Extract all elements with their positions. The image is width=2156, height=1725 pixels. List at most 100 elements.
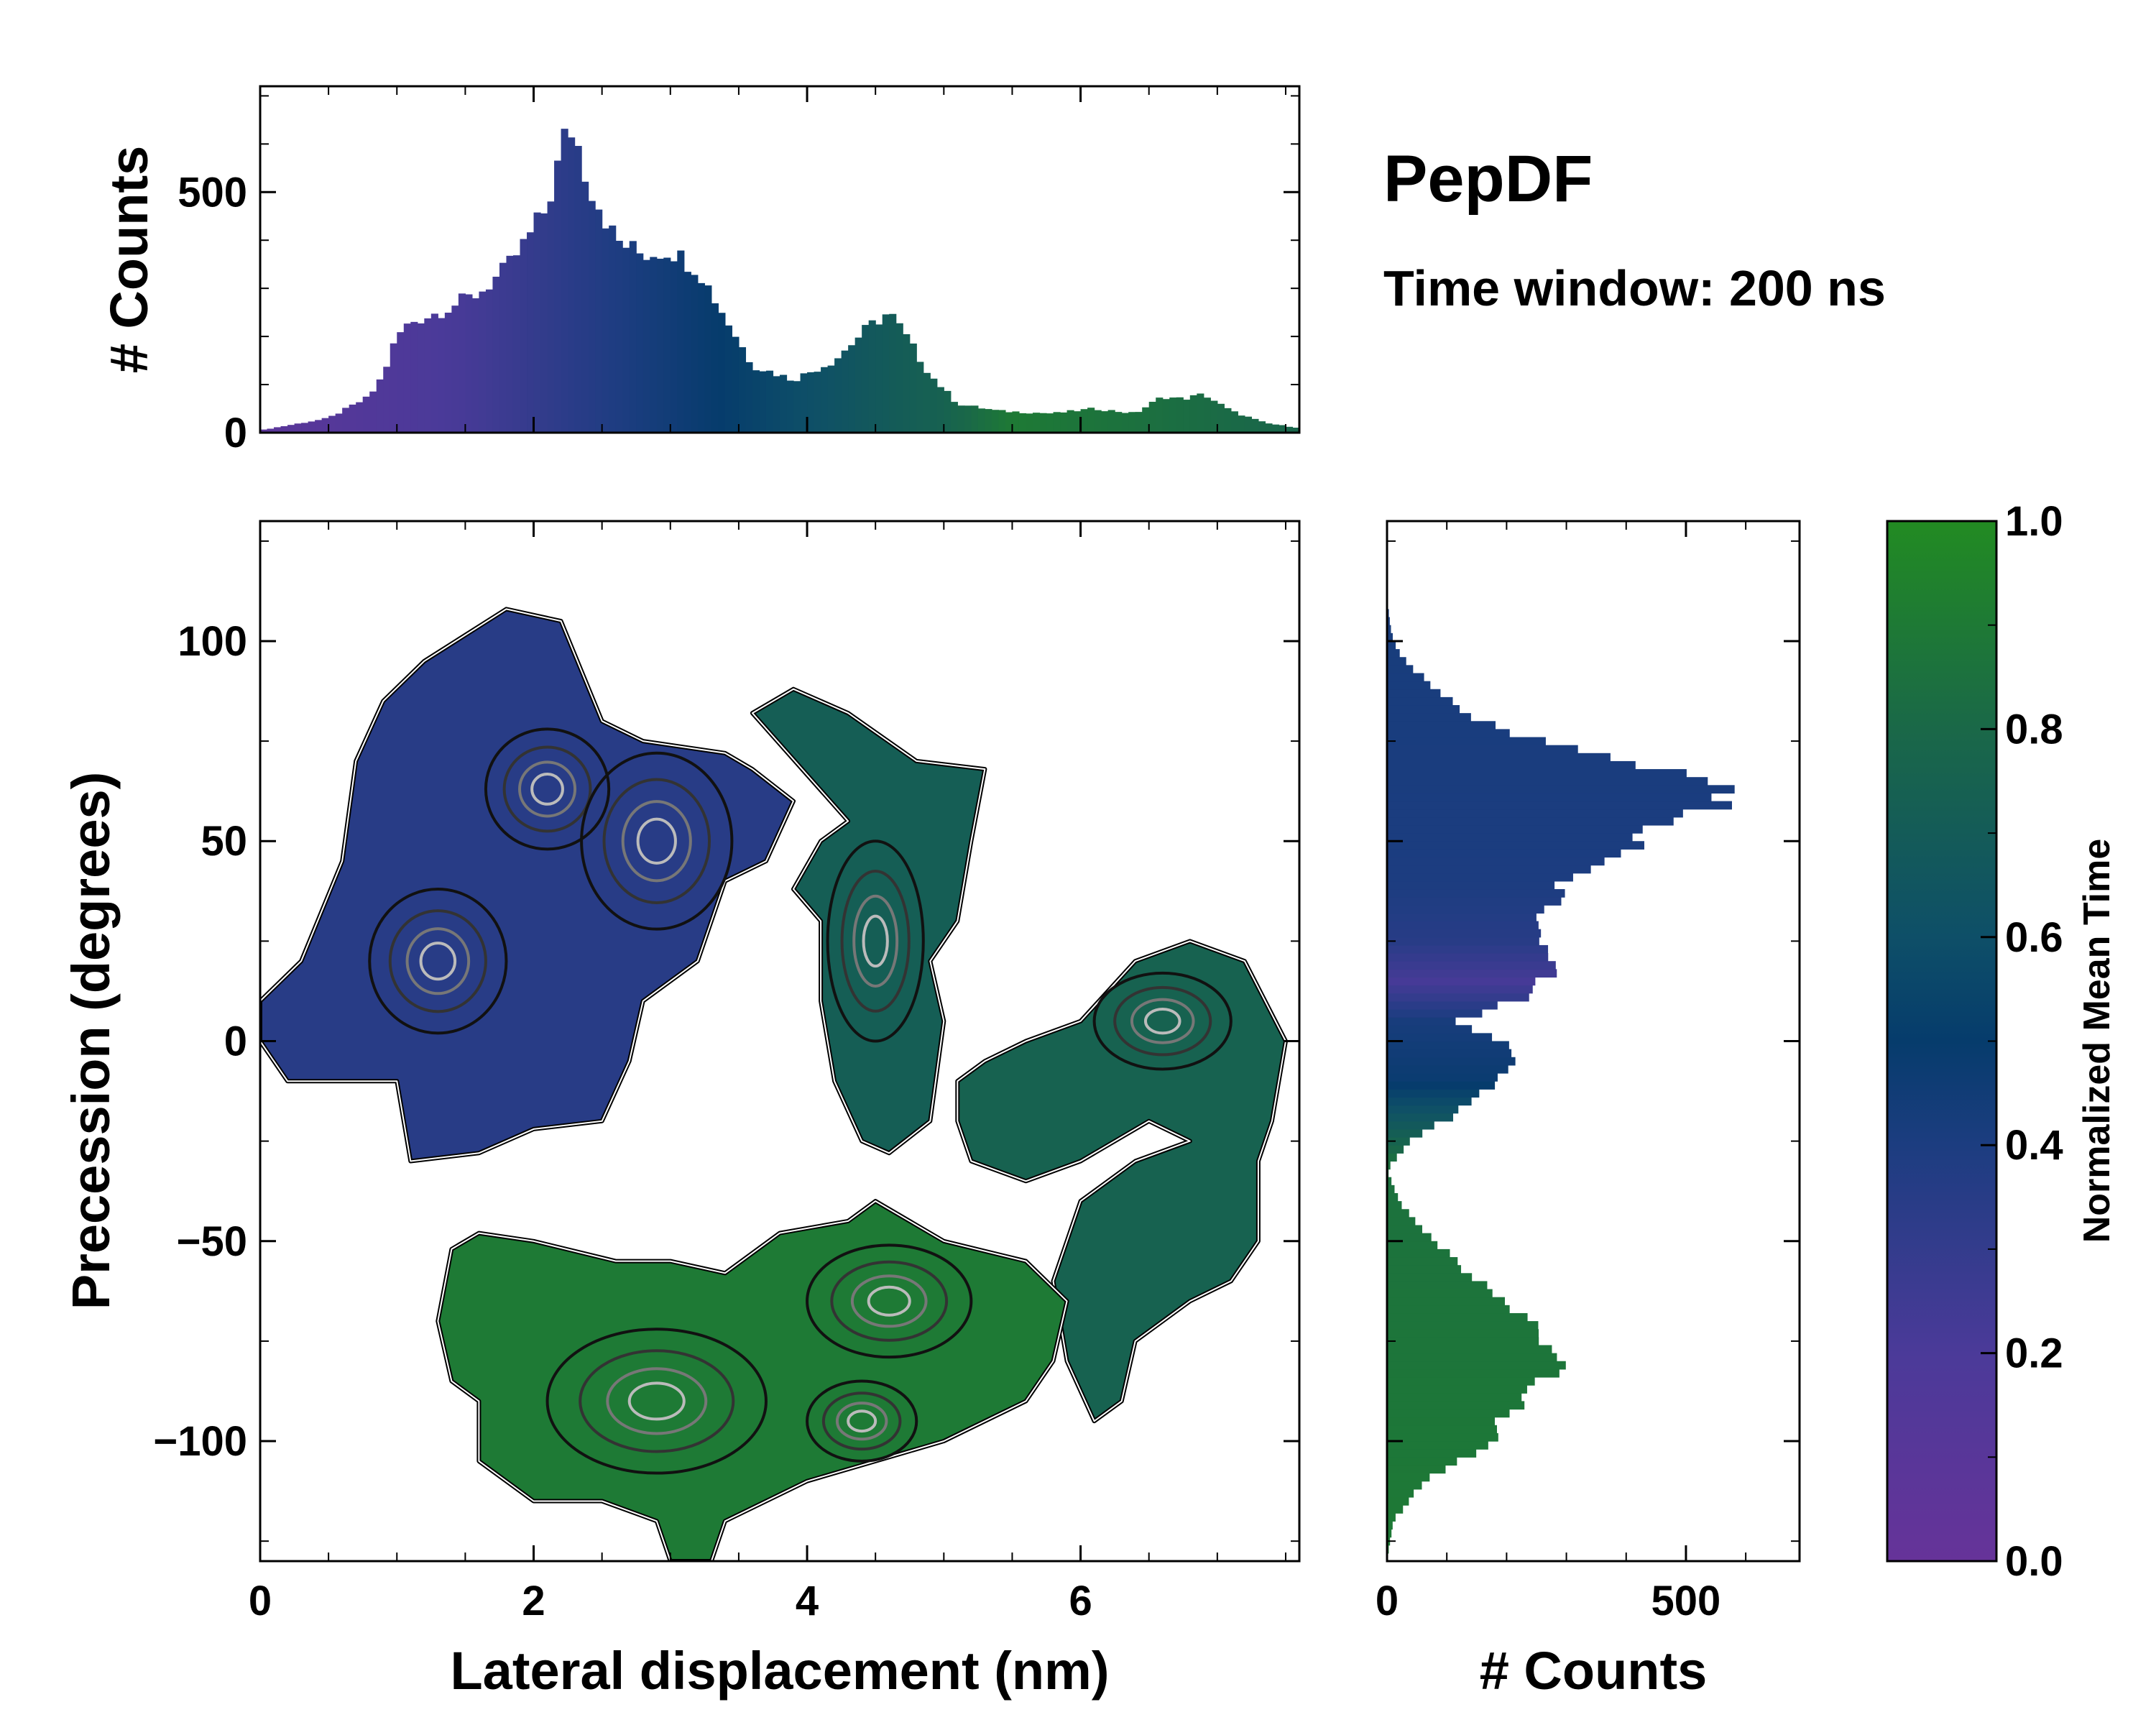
density-contour-2-2 <box>405 927 471 995</box>
colorbar: 0.0 0.2 0.4 0.6 0.8 1.0 Normalized Mean Time <box>1886 498 2118 1585</box>
right-histogram-bar <box>1387 961 1556 970</box>
right-histogram-bar <box>1387 1137 1410 1146</box>
heatmap-region-outline-0 <box>260 608 794 1162</box>
top-histogram-bar <box>642 259 650 433</box>
top-histogram-bar <box>862 325 870 433</box>
main-xtick-label: 6 <box>1069 1578 1092 1624</box>
top-histogram-bar <box>602 228 609 433</box>
top-histogram-bar <box>574 146 582 433</box>
right-histogram-bar <box>1387 849 1621 858</box>
top-histogram-bar <box>1197 393 1204 433</box>
right-histogram-bar <box>1387 1465 1446 1474</box>
top-histogram-bar <box>1251 418 1259 433</box>
main-ytick-label: 0 <box>224 1018 247 1065</box>
top-histogram-bar <box>1107 410 1115 433</box>
top-histogram-bar <box>848 345 856 433</box>
right-histogram-bar <box>1387 1441 1488 1450</box>
right-histogram-bar <box>1387 1008 1483 1018</box>
right-histogram-bar <box>1387 1361 1566 1370</box>
top-histogram-bar <box>390 343 397 433</box>
right-histogram-bar <box>1387 1217 1416 1226</box>
top-histogram: 0 500 # Counts <box>99 85 1301 456</box>
top-histogram-bar <box>1176 397 1184 433</box>
top-histogram-bar <box>691 275 699 433</box>
right-histogram-bar <box>1387 1345 1552 1354</box>
top-histogram-bar <box>1169 397 1177 433</box>
right-histogram-bar <box>1387 681 1431 690</box>
density-contour-6-1 <box>579 1349 735 1453</box>
top-histogram-bar <box>800 373 808 433</box>
right-histogram-bar <box>1387 953 1549 962</box>
top-histogram-bar <box>998 410 1006 433</box>
right-histogram-bar <box>1387 833 1633 842</box>
top-histogram-bar <box>267 428 275 433</box>
top-histogram-bar <box>274 427 282 433</box>
top-histogram-bar <box>622 247 630 433</box>
top-histogram-bar <box>1230 411 1238 433</box>
top-histogram-bar <box>485 289 494 433</box>
top-histogram-bar <box>889 313 897 433</box>
right-histogram-bar <box>1387 1265 1462 1274</box>
density-contour-3-3 <box>862 914 889 968</box>
heatmap-region-outline-2 <box>957 940 1286 1422</box>
top-histogram-bar <box>595 209 603 433</box>
top-histogram-bar <box>1271 424 1280 433</box>
right-histogram-bar <box>1387 769 1687 778</box>
top-histogram-bar <box>335 413 343 433</box>
right-histogram-bar <box>1387 937 1539 946</box>
right-histogram-bar <box>1387 1529 1392 1538</box>
top-histogram-bar <box>1156 397 1164 433</box>
top-histogram-bar <box>834 358 842 433</box>
heatmap-region-outline-3 <box>437 1200 1068 1561</box>
top-histogram-bar <box>985 409 992 433</box>
top-histogram-bar <box>916 362 924 433</box>
right-histogram-bar <box>1387 1385 1527 1394</box>
right-histogram-bar <box>1387 1025 1473 1034</box>
heatmap-regions <box>260 607 1288 1561</box>
right-histogram-bar <box>1387 1305 1510 1314</box>
top-histogram-bar <box>677 250 685 433</box>
right-histogram-bar <box>1387 905 1544 914</box>
right-histogram-bar <box>1387 993 1529 1002</box>
top-histogram-bar <box>875 324 883 433</box>
top-histogram-bar <box>362 396 370 433</box>
colorbar-tick-label: 0.0 <box>2005 1538 2063 1585</box>
right-histogram-bar <box>1387 824 1643 834</box>
density-contour-3-1 <box>840 869 911 1013</box>
top-histogram-bar <box>376 379 384 433</box>
right-histogram-bar <box>1387 745 1578 754</box>
top-histogram-bar <box>451 305 459 433</box>
top-histogram-bar <box>765 370 774 433</box>
density-contour-1-0 <box>580 751 734 931</box>
top-histogram-bar <box>356 402 364 433</box>
top-histogram-bar <box>479 291 487 433</box>
top-histogram-bar <box>403 323 411 433</box>
top-histogram-bar <box>1039 413 1047 433</box>
top-histogram-bar <box>923 372 931 433</box>
main-xtick-label: 4 <box>796 1578 819 1624</box>
density-contour-0-3 <box>530 773 564 806</box>
density-contour-6-0 <box>545 1328 768 1475</box>
right-histogram-bar <box>1387 1233 1432 1242</box>
right-histogram-bar <box>1387 1089 1480 1098</box>
top-histogram-bar <box>349 404 356 433</box>
right-histogram-bar <box>1387 1000 1498 1010</box>
right-histogram-bar <box>1387 696 1453 706</box>
right-histogram-bar <box>1387 921 1539 930</box>
main-heatmap-ticks: 0 2 4 6 100 50 0 −50 −100 <box>153 521 1299 1624</box>
right-histogram-bar <box>1387 1105 1459 1114</box>
top-histogram-bar <box>615 241 623 433</box>
density-contour-0-2 <box>518 760 577 818</box>
right-histogram-bar <box>1387 816 1674 826</box>
right-histogram-bars <box>1387 601 1735 1561</box>
density-contour-5-2 <box>850 1274 928 1328</box>
top-histogram-bar <box>1189 395 1197 433</box>
top-histogram-bar <box>868 320 876 433</box>
top-histogram-bar <box>821 367 829 433</box>
top-histogram-bar <box>1080 409 1088 433</box>
top-histogram-bar <box>1292 428 1299 433</box>
top-histogram-bar <box>1074 411 1082 433</box>
density-contour-1-3 <box>636 817 677 865</box>
main-heatmap: 0 2 4 6 100 50 0 −50 −100 Lateral displacement (… <box>61 520 1301 1701</box>
